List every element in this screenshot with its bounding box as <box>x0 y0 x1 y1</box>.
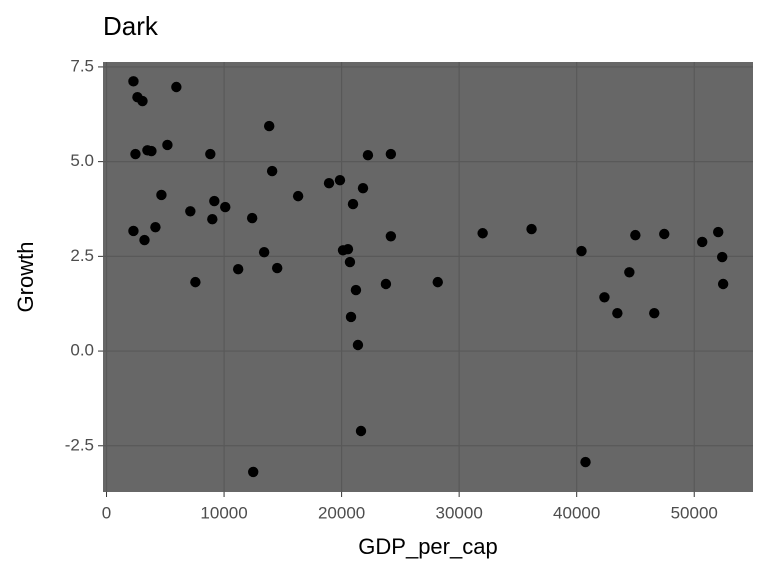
x-tick-label: 10000 <box>200 503 247 522</box>
point <box>190 276 201 288</box>
point <box>209 195 220 207</box>
point <box>599 292 610 303</box>
point <box>185 206 196 217</box>
point <box>477 228 488 239</box>
point <box>171 81 182 93</box>
point <box>526 223 537 235</box>
point <box>137 95 148 107</box>
point <box>355 425 367 437</box>
point <box>352 339 364 351</box>
y-tick-label: 7.5 <box>70 56 94 75</box>
point <box>162 139 173 151</box>
point <box>713 226 724 238</box>
point <box>697 236 708 248</box>
point <box>624 267 635 278</box>
point <box>649 307 660 319</box>
point <box>220 201 231 213</box>
point <box>271 262 283 274</box>
point <box>380 278 392 290</box>
x-tick-label: 30000 <box>436 503 483 522</box>
point <box>432 276 443 288</box>
point <box>205 148 216 160</box>
point <box>156 189 167 201</box>
x-axis-title: GDP_per_cap <box>358 534 497 559</box>
point <box>659 228 670 240</box>
point <box>292 190 304 202</box>
point <box>362 149 374 161</box>
y-axis-title: Growth <box>13 242 38 313</box>
x-tick-label: 50000 <box>671 503 718 522</box>
point <box>350 284 362 296</box>
y-tick-label: 2.5 <box>70 246 94 265</box>
point <box>357 182 369 194</box>
point <box>334 175 346 186</box>
point <box>347 198 359 210</box>
point <box>342 243 354 255</box>
point <box>139 234 150 246</box>
point <box>717 278 729 290</box>
point <box>345 311 357 323</box>
point <box>612 307 623 319</box>
x-tick-label: 40000 <box>553 503 600 522</box>
point <box>246 212 258 224</box>
y-tick-label: 0.0 <box>70 341 94 360</box>
point <box>232 264 244 275</box>
point <box>258 246 270 258</box>
panel <box>103 62 753 492</box>
point <box>580 456 591 468</box>
point <box>717 251 728 263</box>
point <box>385 231 397 242</box>
y-tick-label: 5.0 <box>70 151 94 170</box>
point <box>323 178 335 189</box>
point <box>207 214 218 225</box>
point <box>150 221 161 233</box>
point <box>266 165 278 177</box>
point <box>248 466 259 478</box>
point <box>128 76 139 87</box>
point <box>344 256 356 268</box>
point <box>128 225 139 237</box>
point <box>146 145 157 157</box>
point <box>130 148 141 160</box>
chart-title: Dark <box>103 11 159 41</box>
y-tick-label: -2.5 <box>65 435 94 454</box>
point <box>576 245 587 257</box>
x-tick-label: 0 <box>102 503 111 522</box>
x-tick-label: 20000 <box>318 503 365 522</box>
point <box>264 120 275 132</box>
point <box>630 229 641 241</box>
point <box>385 148 397 160</box>
